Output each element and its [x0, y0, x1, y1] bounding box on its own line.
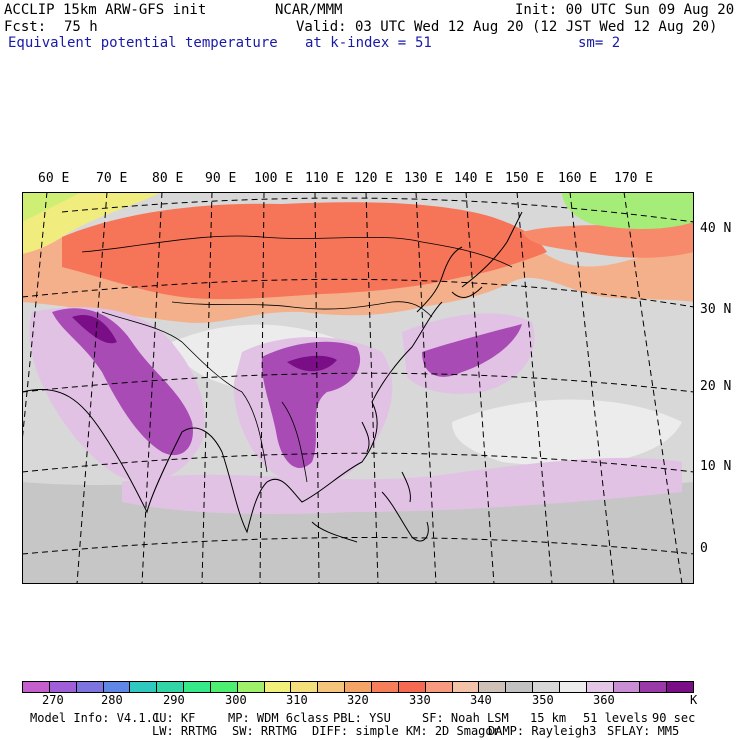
- lat-label: 20 N: [700, 379, 732, 394]
- lon-label: 60 E: [38, 171, 70, 186]
- diffusion-settings: DIFF: simple KM: 2D Smagor: [312, 724, 500, 738]
- borders: [81, 235, 513, 483]
- color-swatch: [640, 682, 668, 692]
- color-swatch: [667, 682, 694, 692]
- field-region-peak: [72, 314, 117, 344]
- time-step: 90 sec: [652, 711, 696, 725]
- init-time: Init: 00 UTC Sun 09 Aug 20: [515, 2, 735, 18]
- scale-label: 360: [593, 693, 615, 707]
- lon-label: 70 E: [96, 171, 128, 186]
- pbl-scheme: PBL: YSU: [333, 711, 391, 725]
- forecast-value: 75 h: [64, 19, 98, 35]
- shortwave-scheme: SW: RRTMG: [232, 724, 298, 738]
- color-swatch: [559, 682, 587, 692]
- valid-time: Valid: 03 UTC Wed 12 Aug 20 (12 JST Wed …: [296, 19, 718, 35]
- color-swatch: [371, 682, 399, 692]
- color-swatch: [425, 682, 453, 692]
- surface-scheme: SF: Noah LSM: [422, 711, 509, 725]
- color-swatch: [452, 682, 480, 692]
- field-region-peak: [287, 355, 337, 372]
- color-swatch: [76, 682, 104, 692]
- smoothing-label: sm= 2: [578, 35, 621, 51]
- scale-label: 330: [409, 693, 431, 707]
- scale-label: 310: [286, 693, 308, 707]
- field-region-cool: [562, 192, 694, 229]
- damping-scheme: DAMP: Rayleigh3: [488, 724, 597, 738]
- color-swatch: [398, 682, 426, 692]
- grid-resolution: 15 km: [530, 711, 567, 725]
- color-swatch: [210, 682, 238, 692]
- lon-label: 110 E: [305, 171, 345, 186]
- longwave-scheme: LW: RRTMG: [152, 724, 218, 738]
- color-swatch: [130, 682, 158, 692]
- field-region-hot: [522, 222, 694, 258]
- color-swatch: [506, 682, 534, 692]
- color-swatch: [479, 682, 507, 692]
- color-swatch: [49, 682, 77, 692]
- color-swatch: [345, 682, 372, 692]
- color-swatch: [184, 682, 211, 692]
- color-swatch: [264, 682, 292, 692]
- scale-label: 340: [470, 693, 492, 707]
- model-title: ACCLIP 15km ARW-GFS init: [4, 2, 207, 18]
- theta-e-map: [22, 192, 694, 584]
- lon-label: 100 E: [254, 171, 294, 186]
- lon-label: 150 E: [505, 171, 545, 186]
- field-region-strong: [52, 308, 193, 456]
- cumulus-scheme: CU: KF: [152, 711, 196, 725]
- color-swatch: [586, 682, 614, 692]
- field-region-hot: [62, 202, 547, 300]
- lon-label: 90 E: [205, 171, 237, 186]
- color-swatch: [23, 682, 50, 692]
- color-swatch: [613, 682, 641, 692]
- color-swatch: [318, 682, 346, 692]
- org-label: NCAR/MMM: [275, 2, 343, 18]
- color-swatch: [533, 682, 560, 692]
- field-region-pale: [452, 399, 682, 466]
- surface-layer-scheme: SFLAY: MM5: [607, 724, 680, 738]
- level-value: 51: [415, 35, 432, 51]
- lat-label: 0: [700, 541, 708, 556]
- lon-label: 130 E: [404, 171, 444, 186]
- coastlines: [22, 211, 523, 543]
- scale-label: 320: [347, 693, 369, 707]
- forecast-label: Fcst:: [4, 19, 47, 35]
- scale-unit: K: [690, 693, 698, 707]
- lon-label: 120 E: [354, 171, 394, 186]
- field-region-cool: [22, 192, 82, 222]
- scale-label: 300: [225, 693, 247, 707]
- microphysics-scheme: MP: WDM 6class: [228, 711, 330, 725]
- color-swatch: [291, 682, 319, 692]
- lon-label: 170 E: [614, 171, 654, 186]
- vertical-levels: 51 levels: [583, 711, 649, 725]
- model-info: Model Info: V4.1.1: [30, 711, 161, 725]
- lat-label: 30 N: [700, 302, 732, 317]
- lat-label: 40 N: [700, 221, 732, 236]
- scale-label: 290: [163, 693, 185, 707]
- color-swatch: [103, 682, 131, 692]
- color-swatch: [237, 682, 265, 692]
- scale-label: 280: [101, 693, 123, 707]
- lat-label: 10 N: [700, 459, 732, 474]
- scale-label: 350: [532, 693, 554, 707]
- lon-label: 140 E: [454, 171, 494, 186]
- lon-label: 160 E: [558, 171, 598, 186]
- color-swatch: [157, 682, 185, 692]
- field-name: Equivalent potential temperature: [8, 35, 278, 51]
- scale-label: 270: [42, 693, 64, 707]
- lon-label: 80 E: [152, 171, 184, 186]
- color-scale: [22, 681, 694, 693]
- field-region-strong: [422, 324, 522, 377]
- graticule: [22, 192, 694, 584]
- level-label: at k-index =: [305, 35, 407, 51]
- field-region-cool: [22, 192, 162, 254]
